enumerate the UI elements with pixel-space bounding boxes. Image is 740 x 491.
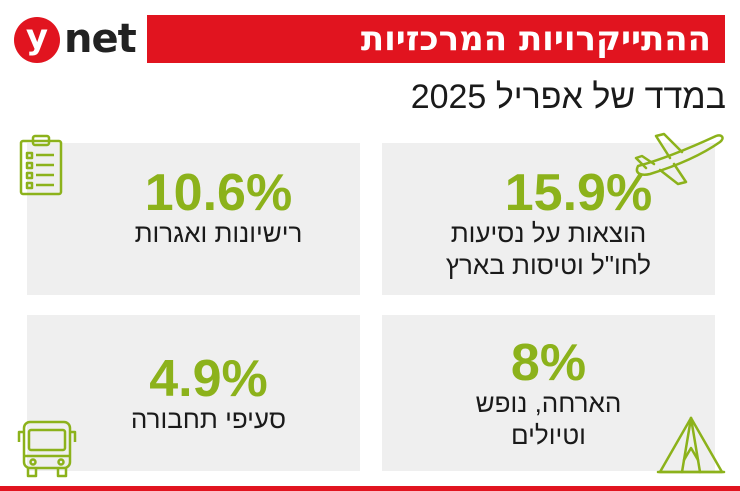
card-licenses: 10.6% רישיונות ואגרות: [27, 143, 360, 295]
card-label-line2: לחו"ל וטיסות בארץ: [445, 250, 652, 280]
airplane-icon: [634, 132, 724, 186]
card-value: 10.6%: [144, 164, 293, 222]
clipboard-checklist-icon: [19, 134, 63, 196]
ynet-logo-word: net: [64, 16, 137, 62]
card-value: 4.9%: [149, 350, 268, 408]
page-subtitle: במדד של אפריל 2025: [410, 78, 726, 116]
card-transport: 4.9% סעיפי תחבורה: [27, 315, 360, 471]
ynet-logo: y net: [14, 16, 137, 63]
card-flights: 15.9% הוצאות על נסיעות לחו"ל וטיסות בארץ: [382, 143, 715, 295]
tent-icon: [656, 416, 726, 474]
card-lodging: 8% הארחה, נופש וטיולים: [382, 315, 715, 471]
ynet-logo-circle: y: [14, 17, 60, 63]
card-label-line1: סעיפי תחבורה: [130, 404, 287, 434]
card-label-line1: רישיונות ואגרות: [134, 218, 303, 248]
card-label-line1: הוצאות על נסיעות: [450, 218, 647, 248]
card-label-line2: וטיולים: [511, 420, 586, 450]
bottom-accent-line: [0, 486, 740, 491]
card-value: 15.9%: [504, 164, 653, 222]
bus-icon: [17, 420, 77, 478]
page-title: ההתייקרויות המרכזיות: [360, 19, 711, 59]
card-value: 8%: [510, 334, 587, 392]
card-label-line1: הארחה, נופש: [475, 388, 622, 418]
title-bar: ההתייקרויות המרכזיות: [147, 15, 725, 63]
